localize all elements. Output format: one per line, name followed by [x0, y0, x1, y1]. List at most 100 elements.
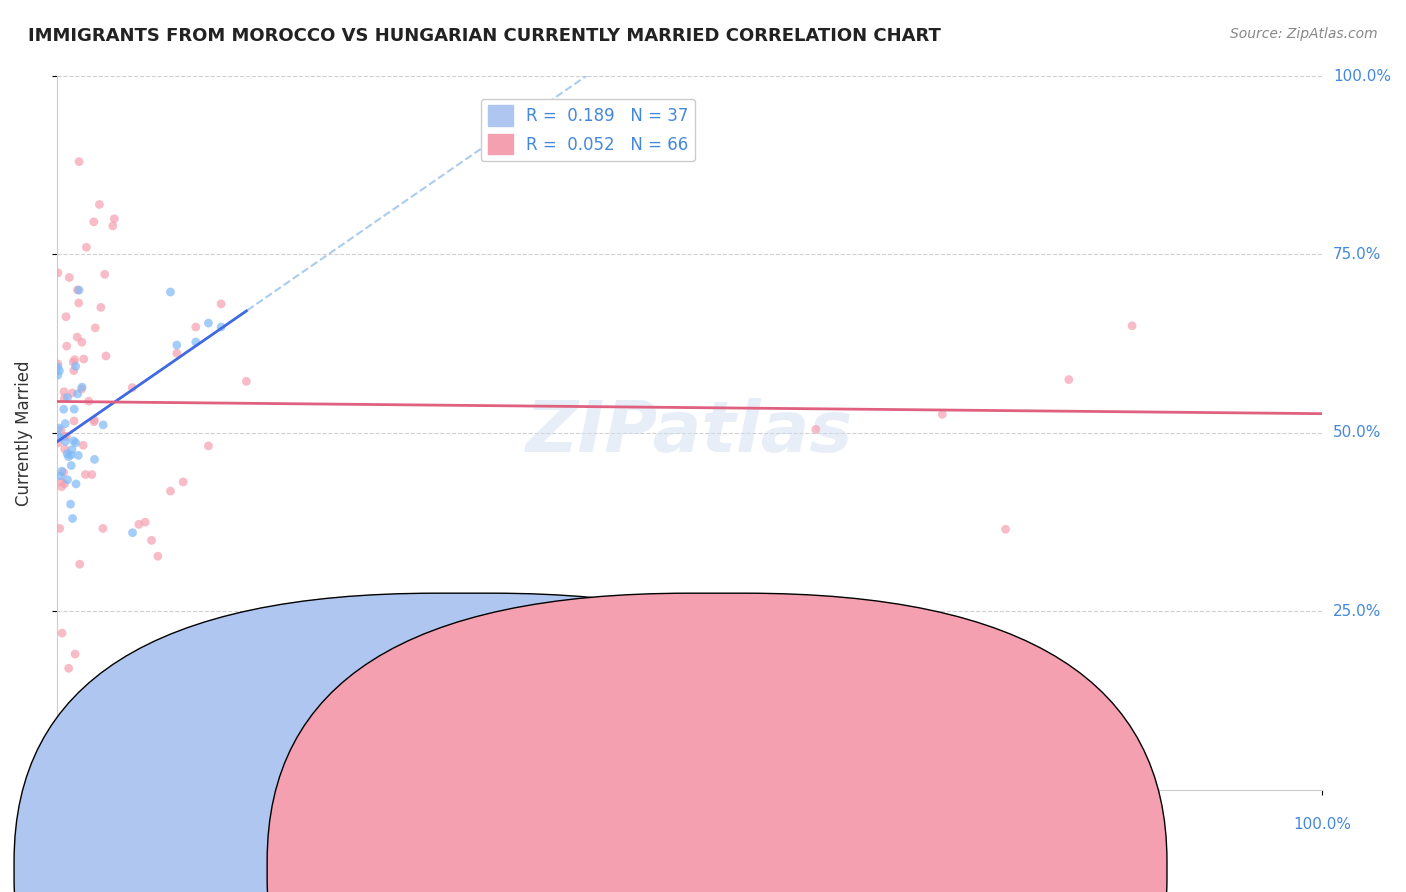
Point: [141, 533, 163, 548]
Text: Immigrants from Morocco: Immigrants from Morocco: [427, 861, 641, 879]
Text: 0.0%: 0.0%: [37, 817, 76, 832]
Point: [62, 511, 84, 525]
Point: [62, 355, 84, 369]
Point: [89, 197, 111, 211]
Point: [60, 442, 83, 457]
Point: [52, 466, 75, 480]
Point: [1057, 373, 1080, 387]
Point: [66, 387, 89, 401]
Point: [63, 402, 86, 417]
Point: [48, 421, 70, 435]
Point: [121, 381, 143, 395]
Point: [93, 268, 115, 282]
Text: ZIPatlas: ZIPatlas: [526, 399, 853, 467]
Y-axis label: Currently Married: Currently Married: [15, 360, 32, 506]
Point: [91, 417, 114, 432]
Point: [209, 320, 232, 334]
Point: [70, 335, 93, 350]
Point: [55, 434, 77, 449]
Point: [73, 352, 96, 367]
Point: [52, 402, 75, 417]
Point: [146, 549, 169, 564]
Point: [103, 211, 125, 226]
Point: [84, 321, 107, 335]
Point: [53, 442, 76, 456]
Point: [172, 475, 194, 489]
Point: [63, 352, 86, 367]
Point: [67, 154, 90, 169]
Point: [134, 515, 156, 529]
Point: [65, 477, 87, 491]
Point: [46, 357, 69, 371]
Text: IMMIGRANTS FROM MOROCCO VS HUNGARIAN CURRENTLY MARRIED CORRELATION CHART: IMMIGRANTS FROM MOROCCO VS HUNGARIAN CUR…: [28, 27, 941, 45]
Point: [56, 447, 79, 461]
Point: [209, 297, 232, 311]
Point: [184, 320, 207, 334]
Point: [1121, 318, 1143, 333]
Point: [49, 423, 72, 437]
Point: [90, 301, 112, 315]
Point: [62, 434, 84, 448]
Point: [46, 266, 69, 280]
Point: [56, 473, 79, 487]
Point: [51, 480, 73, 494]
Point: [48, 435, 70, 450]
Text: 100.0%: 100.0%: [1333, 69, 1391, 84]
Point: [51, 626, 73, 640]
Point: [67, 296, 90, 310]
Text: Source: ZipAtlas.com: Source: ZipAtlas.com: [1230, 27, 1378, 41]
Point: [67, 449, 90, 463]
Point: [55, 310, 77, 324]
Point: [46, 428, 69, 442]
Point: [46, 359, 69, 374]
Point: [53, 391, 76, 405]
Point: [60, 386, 83, 401]
Text: 75.0%: 75.0%: [1333, 247, 1381, 262]
Point: [48, 364, 70, 378]
Point: [83, 413, 105, 427]
Text: Hungarians: Hungarians: [725, 861, 821, 879]
Point: [60, 448, 83, 462]
Point: [46, 368, 69, 383]
Point: [59, 497, 82, 511]
Point: [166, 338, 188, 352]
Point: [994, 522, 1017, 536]
Text: 25.0%: 25.0%: [1333, 604, 1381, 619]
Point: [62, 364, 84, 378]
Point: [55, 429, 77, 443]
Point: [101, 219, 124, 233]
Point: [197, 439, 219, 453]
Point: [121, 525, 143, 540]
Point: [49, 430, 72, 444]
Point: [63, 414, 86, 428]
Point: [58, 450, 80, 464]
Point: [65, 359, 87, 374]
Point: [53, 476, 76, 491]
Point: [83, 215, 105, 229]
Point: [159, 484, 181, 499]
Point: [91, 521, 114, 535]
Point: [58, 270, 80, 285]
Point: [70, 382, 93, 396]
Point: [83, 415, 105, 429]
Point: [67, 283, 90, 297]
Point: [72, 438, 94, 452]
Point: [55, 339, 77, 353]
Point: [931, 408, 953, 422]
Point: [70, 380, 93, 394]
Point: [49, 468, 72, 483]
Text: 50.0%: 50.0%: [1333, 425, 1381, 441]
Legend: R =  0.189   N = 37, R =  0.052   N = 66: R = 0.189 N = 37, R = 0.052 N = 66: [481, 99, 695, 161]
Point: [166, 346, 188, 360]
Point: [58, 661, 80, 675]
Point: [75, 467, 97, 482]
Point: [184, 334, 207, 349]
Point: [48, 521, 70, 535]
Point: [159, 285, 181, 299]
Point: [128, 517, 150, 532]
Text: 100.0%: 100.0%: [1294, 817, 1351, 832]
Point: [804, 422, 827, 436]
Point: [49, 475, 72, 489]
Point: [53, 429, 76, 443]
Point: [69, 558, 91, 572]
